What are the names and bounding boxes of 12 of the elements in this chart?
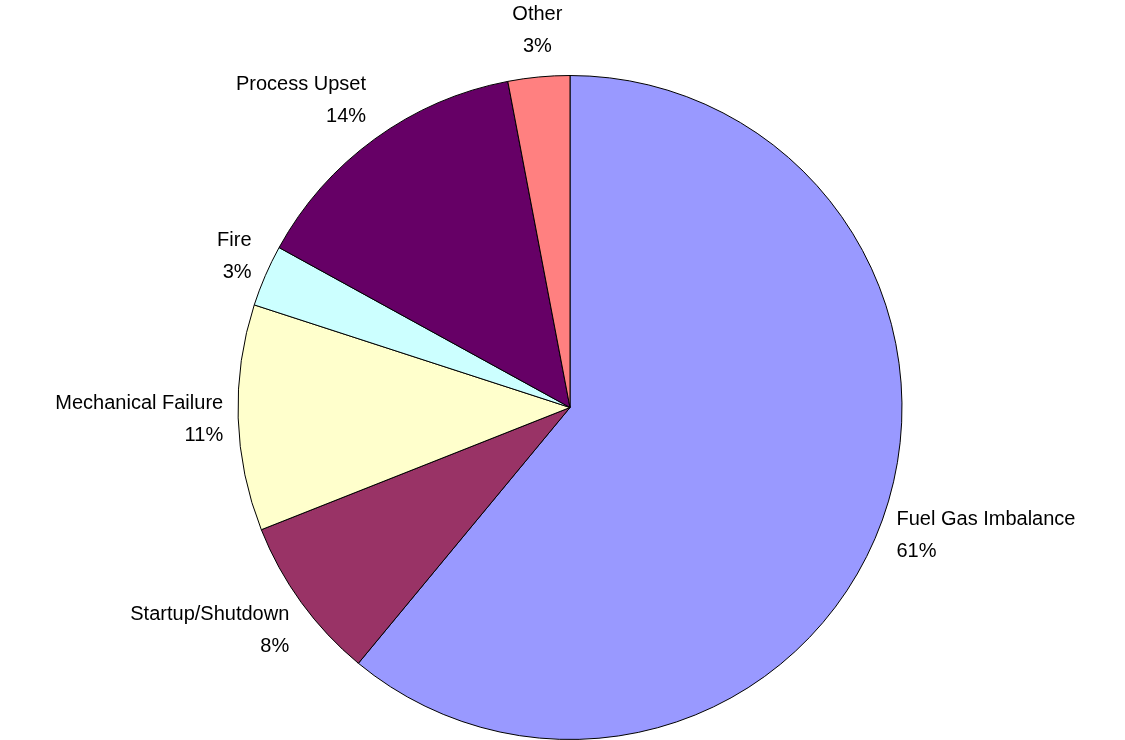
data-label: 3% [222, 260, 252, 283]
slice-label: Startup/Shutdown [130, 601, 290, 624]
data-label: 8% [260, 633, 290, 656]
data-label: 3% [522, 33, 553, 56]
slice-label: Process Upset [235, 72, 367, 95]
data-label: 14% [326, 104, 367, 127]
slice-label: Fuel Gas Imbalance [896, 507, 1076, 530]
slice-label: Other [512, 1, 563, 24]
data-label: 11% [184, 422, 224, 445]
slice-label: Fire [217, 228, 252, 251]
data-label: 61% [896, 539, 937, 562]
slice-label: Mechanical Failure [55, 390, 224, 413]
